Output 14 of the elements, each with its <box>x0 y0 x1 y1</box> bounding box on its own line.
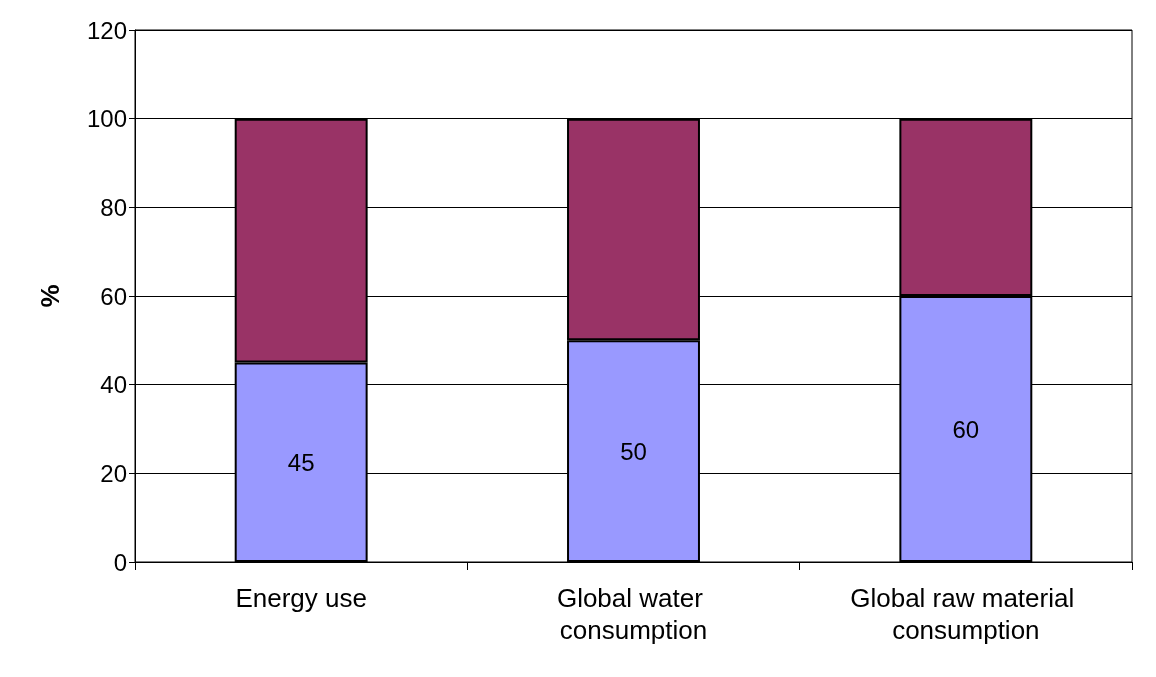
y-tick-label: 40 <box>100 371 127 399</box>
y-tick-label: 0 <box>113 548 127 576</box>
y-tick-label: 120 <box>86 16 127 44</box>
data-label: 45 <box>287 448 315 476</box>
x-tick-label: Global raw material consumption <box>850 583 1082 645</box>
y-tick-label: 60 <box>100 282 127 310</box>
y-tick-label: 80 <box>100 193 127 221</box>
data-label: 50 <box>620 437 647 465</box>
data-label: 60 <box>952 415 980 443</box>
y-tick-label: 100 <box>86 105 127 133</box>
x-tick-label: Energy use <box>235 583 367 613</box>
x-tick-label: Global water consumption <box>556 583 711 645</box>
y-axis-title: % <box>35 284 65 308</box>
y-tick-label: 20 <box>100 459 127 487</box>
